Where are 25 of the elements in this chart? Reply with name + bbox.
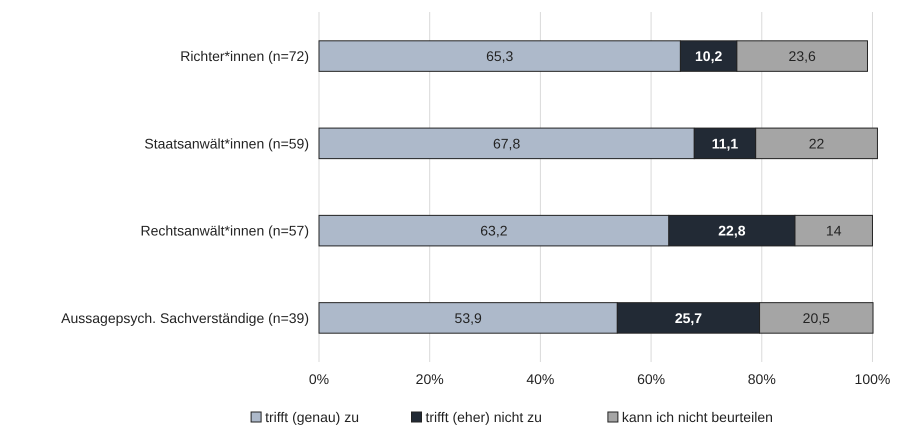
data-label: 11,1 xyxy=(712,135,738,152)
x-tick-label: 0% xyxy=(308,371,330,387)
x-tick-label: 20% xyxy=(416,371,444,387)
x-tick-label: 40% xyxy=(526,371,554,387)
data-label: 23,6 xyxy=(788,48,816,64)
data-label: 10,2 xyxy=(695,48,722,64)
data-label: 25,7 xyxy=(674,310,702,326)
data-label: 53,9 xyxy=(454,310,482,326)
x-tick-label: 80% xyxy=(748,371,776,387)
data-label: 14 xyxy=(826,222,842,239)
data-label: 67,8 xyxy=(493,135,520,152)
y-tick-label: Staatsanwält*innen (n=59) xyxy=(144,135,309,152)
legend-label: trifft (genau) zu xyxy=(265,409,360,425)
data-label: 63,2 xyxy=(480,222,508,239)
y-tick-label: Rechtsanwält*innen (n=57) xyxy=(140,222,309,239)
data-label: 22 xyxy=(808,135,825,152)
legend-label: kann ich nicht beurteilen xyxy=(622,409,773,425)
y-tick-label: Richter*innen (n=72) xyxy=(180,48,309,64)
legend-label: trifft (eher) nicht zu xyxy=(426,409,542,425)
x-tick-label: 100% xyxy=(854,371,890,387)
x-tick-label: 60% xyxy=(637,371,666,387)
data-label: 65,3 xyxy=(486,48,514,64)
data-label: 20,5 xyxy=(802,310,830,326)
data-label: 22,8 xyxy=(718,222,746,239)
y-tick-label: Aussagepsych. Sachverständige (n=39) xyxy=(61,310,309,326)
